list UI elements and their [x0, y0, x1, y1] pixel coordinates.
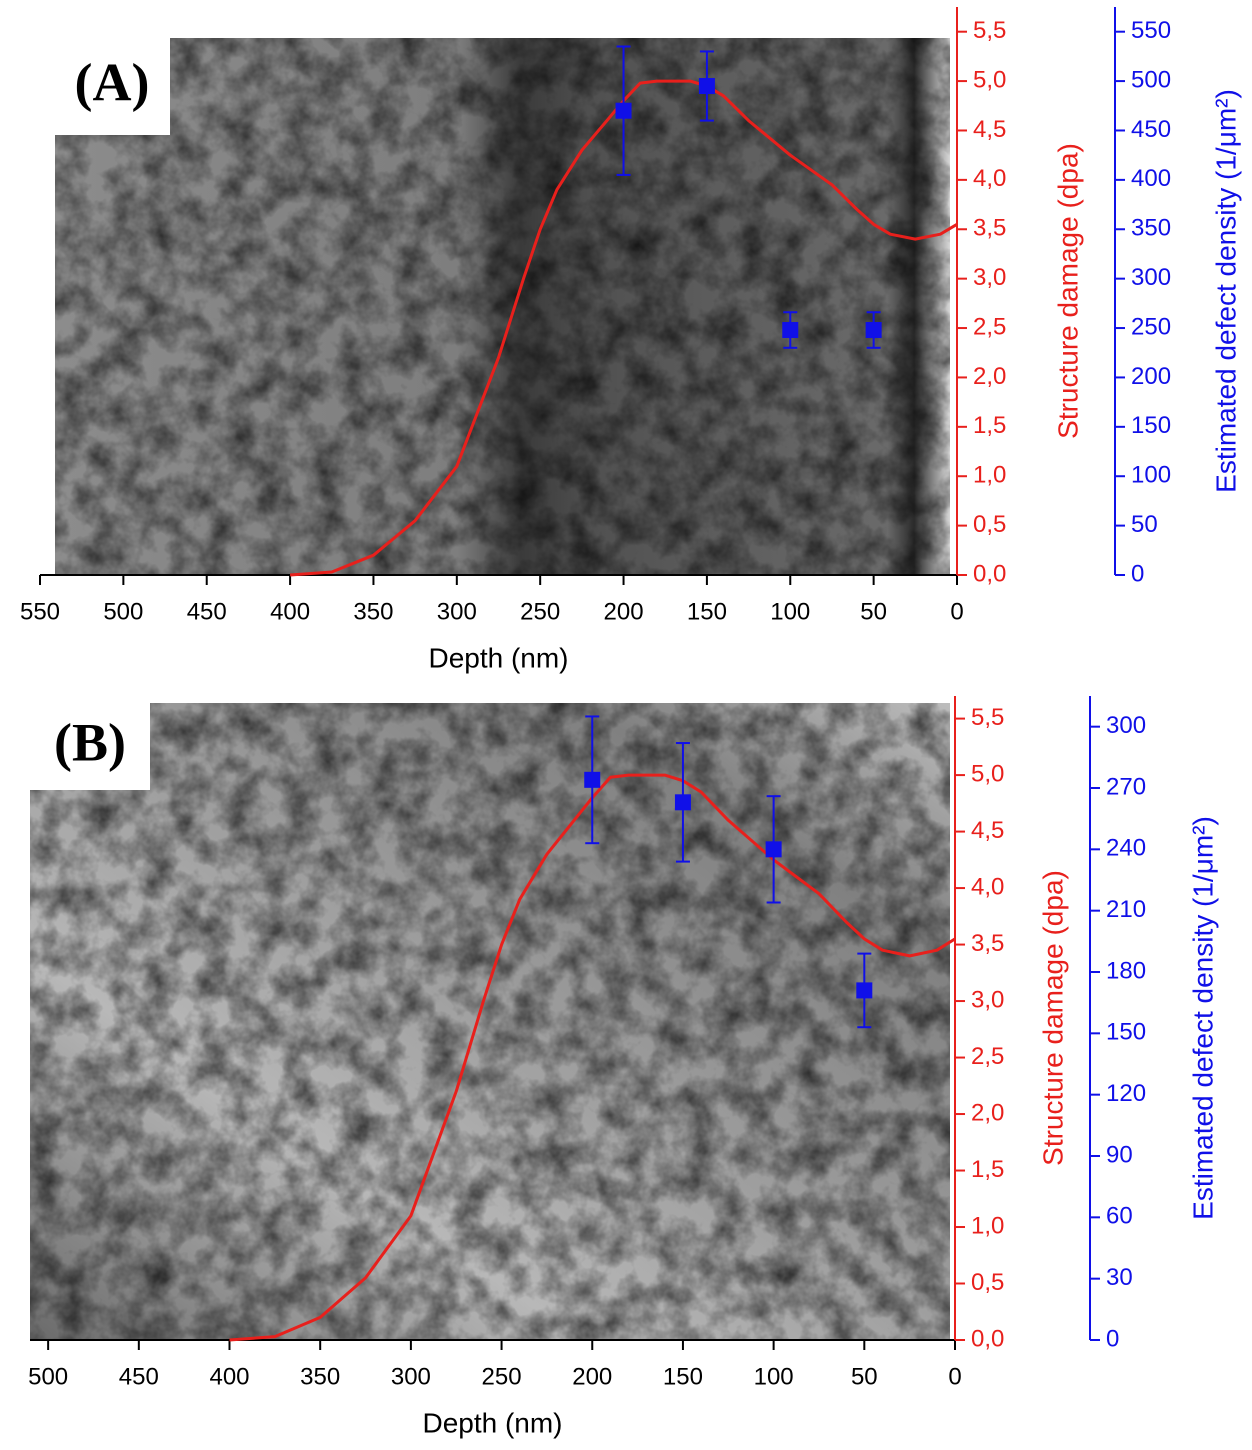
x-tick-label: 350: [353, 598, 393, 625]
x-tick-label: 450: [187, 598, 227, 625]
x-tick-label: 50: [851, 1363, 878, 1390]
data-point: [856, 982, 873, 999]
y-tick-label: 4,5: [973, 116, 1006, 143]
y-tick-label: 5,0: [973, 66, 1006, 93]
y-tick-label: 3,0: [973, 264, 1006, 291]
y2-tick-label: 270: [1106, 773, 1146, 800]
y2-tick-label: 500: [1131, 66, 1171, 93]
x-tick-label: 100: [770, 598, 810, 625]
y-tick-label: 2,5: [971, 1043, 1004, 1070]
y-tick-label: 1,5: [971, 1156, 1004, 1183]
y-tick-label: 3,0: [971, 986, 1004, 1013]
data-point: [698, 78, 715, 95]
y-tick-label: 0,0: [973, 560, 1006, 587]
x-tick-label: 0: [948, 1363, 961, 1390]
y-axis-label: Structure damage (dpa): [1037, 870, 1068, 1166]
data-point: [674, 794, 691, 811]
x-tick-label: 300: [391, 1363, 431, 1390]
y2-tick-label: 0: [1131, 560, 1144, 587]
x-tick-label: 500: [103, 598, 143, 625]
x-tick-label: 350: [300, 1363, 340, 1390]
y2-tick-label: 180: [1106, 957, 1146, 984]
y2-tick-label: 300: [1106, 712, 1146, 739]
x-axis-label: Depth (nm): [428, 642, 568, 673]
y-tick-label: 4,0: [971, 873, 1004, 900]
y2-tick-label: 200: [1131, 363, 1171, 390]
y-tick-label: 0,0: [971, 1325, 1004, 1352]
tem-image-a: [55, 38, 950, 575]
y2-tick-label: 0: [1106, 1325, 1119, 1352]
y-tick-label: 3,5: [971, 930, 1004, 957]
y-tick-label: 2,0: [973, 363, 1006, 390]
x-tick-label: 550: [20, 598, 60, 625]
y2-tick-label: 250: [1131, 313, 1171, 340]
y2-tick-label: 550: [1131, 17, 1171, 44]
y2-tick-label: 240: [1106, 835, 1146, 862]
y-tick-label: 5,0: [971, 760, 1004, 787]
data-point: [865, 322, 882, 339]
y2-axis-label: Estimated defect density (1/μm²): [1210, 89, 1241, 493]
y-axis-label: Structure damage (dpa): [1052, 143, 1083, 439]
y-tick-label: 5,5: [971, 704, 1004, 731]
y2-tick-label: 400: [1131, 165, 1171, 192]
y-tick-label: 3,5: [973, 215, 1006, 242]
y2-tick-label: 100: [1131, 462, 1171, 489]
y-tick-label: 4,0: [973, 165, 1006, 192]
data-point: [765, 841, 782, 858]
y-tick-label: 1,0: [973, 462, 1006, 489]
x-tick-label: 400: [209, 1363, 249, 1390]
x-tick-label: 250: [482, 1363, 522, 1390]
y2-tick-label: 150: [1106, 1019, 1146, 1046]
y2-tick-label: 90: [1106, 1141, 1133, 1168]
x-tick-label: 0: [950, 598, 963, 625]
x-tick-label: 450: [119, 1363, 159, 1390]
y2-tick-label: 120: [1106, 1080, 1146, 1107]
y2-tick-label: 30: [1106, 1264, 1133, 1291]
x-tick-label: 150: [687, 598, 727, 625]
y2-tick-label: 150: [1131, 412, 1171, 439]
y-tick-label: 0,5: [971, 1269, 1004, 1296]
data-point: [615, 102, 632, 119]
y-tick-label: 1,0: [971, 1212, 1004, 1239]
data-point: [584, 771, 601, 788]
y2-axis-label: Estimated defect density (1/μm²): [1187, 816, 1218, 1220]
x-tick-label: 200: [572, 1363, 612, 1390]
tem-image-b: [30, 703, 950, 1340]
y2-tick-label: 300: [1131, 264, 1171, 291]
damage-line: [289, 79, 958, 577]
x-axis-label: Depth (nm): [422, 1407, 562, 1438]
y-tick-label: 1,5: [973, 412, 1006, 439]
x-tick-label: 50: [860, 598, 887, 625]
x-tick-label: 250: [520, 598, 560, 625]
y2-tick-label: 50: [1131, 511, 1158, 538]
damage-line: [229, 773, 956, 1342]
y2-tick-label: 210: [1106, 896, 1146, 923]
y-tick-label: 0,5: [973, 511, 1006, 538]
x-tick-label: 400: [270, 598, 310, 625]
panel-label: (B): [54, 712, 126, 772]
y2-tick-label: 450: [1131, 116, 1171, 143]
x-tick-label: 150: [663, 1363, 703, 1390]
y2-tick-label: 350: [1131, 215, 1171, 242]
y-tick-label: 2,0: [971, 1099, 1004, 1126]
y-tick-label: 4,5: [971, 817, 1004, 844]
x-tick-label: 500: [28, 1363, 68, 1390]
data-point: [782, 322, 799, 339]
x-tick-label: 100: [754, 1363, 794, 1390]
y-tick-label: 5,5: [973, 17, 1006, 44]
y2-tick-label: 60: [1106, 1203, 1133, 1230]
panel-label: (A): [75, 52, 150, 112]
x-tick-label: 200: [604, 598, 644, 625]
x-tick-label: 300: [437, 598, 477, 625]
y-tick-label: 2,5: [973, 313, 1006, 340]
